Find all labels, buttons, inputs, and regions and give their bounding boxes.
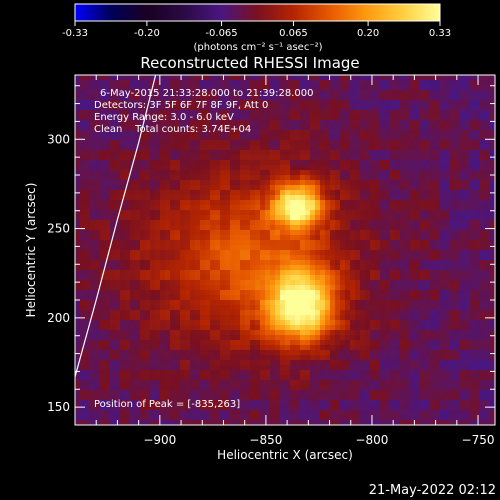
y-axis-title: Heliocentric Y (arcsec): [24, 183, 38, 318]
chart-title: Reconstructed RHESSI Image: [140, 54, 359, 72]
plot-frame: [74, 74, 496, 426]
y-tick-label: 250: [47, 222, 70, 236]
colorbar-tick-label: 0.20: [357, 28, 379, 39]
y-tick-label: 150: [47, 400, 70, 414]
x-tick-label: −800: [355, 433, 388, 447]
energy-range-label: Energy Range: 3.0 - 6.0 keV: [94, 112, 234, 123]
colorbar-tick-label: -0.065: [205, 28, 237, 39]
algorithm-label: Clean Total counts: 3.74E+04: [94, 124, 251, 135]
axis-ticks: −900 −850 −800 −750 150 200 250 300: [47, 75, 495, 447]
x-tick-label: −750: [462, 433, 495, 447]
time-range-label: 6-May-2015 21:33:28.000 to 21:39:28.000: [100, 88, 313, 99]
colorbar-ticks: -0.33 -0.20 -0.065 0.065 0.20 0.33: [62, 21, 451, 39]
x-tick-label: −900: [143, 433, 176, 447]
colorbar-gradient: [74, 3, 441, 22]
peak-position-label: Position of Peak = [-835,263]: [94, 399, 240, 410]
colorbar-units: (photons cm⁻² s⁻¹ asec⁻²): [193, 42, 322, 53]
colorbar-tick-label: 0.065: [279, 28, 308, 39]
colorbar-tick-label: -0.33: [62, 28, 88, 39]
detectors-label: Detectors: 3F 5F 6F 7F 8F 9F, Att 0: [94, 100, 268, 111]
colorbar-tick-label: 0.33: [429, 28, 451, 39]
solar-limb-line: [75, 75, 157, 377]
info-annotations: 6-May-2015 21:33:28.000 to 21:39:28.000 …: [94, 88, 313, 410]
y-tick-label: 300: [47, 132, 70, 146]
x-axis-title: Heliocentric X (arcsec): [217, 448, 353, 462]
y-tick-label: 200: [47, 311, 70, 325]
colorbar-tick-label: -0.20: [134, 28, 160, 39]
heatmap-image: [75, 75, 495, 425]
x-tick-label: −850: [249, 433, 282, 447]
colorbar: -0.33 -0.20 -0.065 0.065 0.20 0.33 (photons c…: [62, 3, 451, 53]
timestamp-footer: 21-May-2022 02:12: [369, 483, 496, 498]
